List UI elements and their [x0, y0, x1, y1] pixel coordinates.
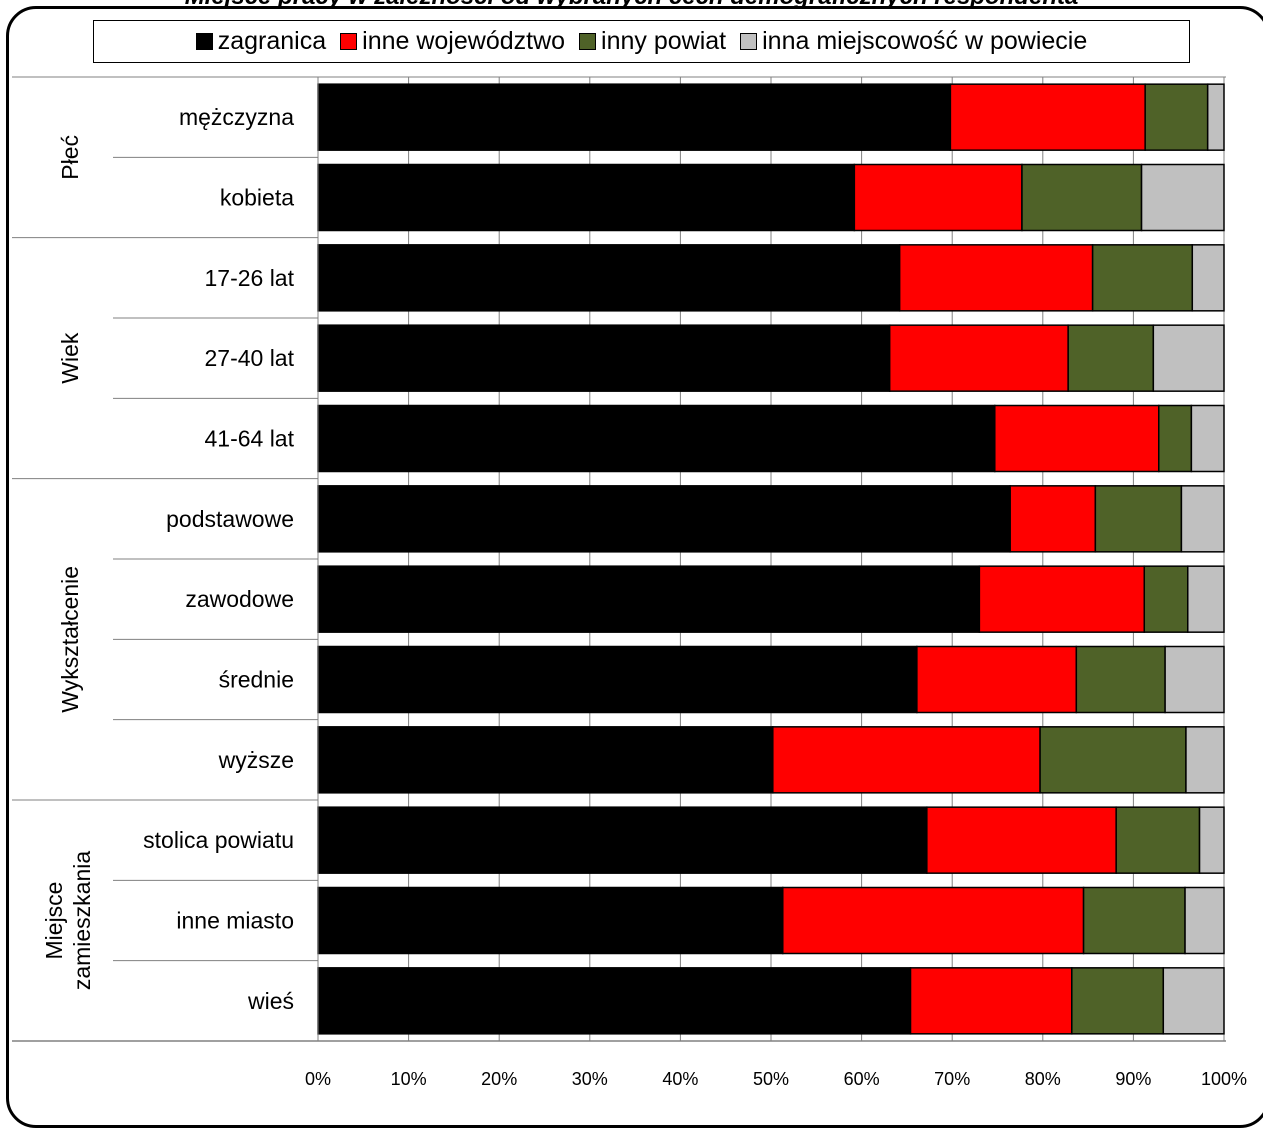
legend-label-inny-powiat: inny powiat: [601, 27, 727, 55]
x-tick-label: 100%: [1201, 1069, 1247, 1089]
bar-stolica-powiatu-zagranica: [317, 806, 928, 874]
bar-zawodowe-inny-powiat: [1143, 565, 1189, 633]
group-label-miejsce-zamieszkania: Miejscezamieszkania: [41, 851, 95, 991]
x-tick-label: 40%: [662, 1069, 698, 1089]
x-tick-label: 0%: [305, 1069, 331, 1089]
x-tick-label: 90%: [1115, 1069, 1151, 1089]
category-label-podstawowe: podstawowe: [166, 506, 294, 532]
bar-41-64-lat-zagranica: [317, 404, 996, 473]
legend-swatch-inna-miejscowosc: [740, 33, 758, 50]
x-tick-label: 80%: [1025, 1069, 1061, 1089]
bar-stolica-powiatu-inne-województwo: [926, 806, 1117, 874]
bar-wyższe-inne-województwo: [772, 726, 1041, 794]
category-label-zawodowe: zawodowe: [185, 586, 294, 612]
bar-inne-miasto-inne-województwo: [782, 886, 1085, 955]
bar-inne-miasto-inna-miejscowość-w-powiecie: [1184, 886, 1225, 955]
bar-inne-miasto-inny-powiat: [1082, 886, 1186, 955]
legend: zagranica inne województwo inny powiat i…: [93, 20, 1190, 63]
bar-podstawowe-inna-miejscowość-w-powiecie: [1180, 485, 1225, 553]
bar-27-40-lat-inne-województwo: [888, 324, 1069, 392]
bar-17-26-lat-inna-miejscowość-w-powiecie: [1191, 244, 1225, 312]
legend-swatch-inny-powiat: [579, 33, 597, 50]
category-label-41-64-lat: 41-64 lat: [204, 426, 294, 452]
legend-swatch-zagranica: [195, 33, 213, 50]
bar-27-40-lat-inny-powiat: [1067, 324, 1155, 392]
bar-41-64-lat-inna-miejscowość-w-powiecie: [1190, 404, 1225, 473]
x-tick-label: 70%: [934, 1069, 970, 1089]
bar-stolica-powiatu-inna-miejscowość-w-powiecie: [1198, 806, 1225, 874]
bar-podstawowe-zagranica: [317, 485, 1011, 553]
legend-label-zagranica: zagranica: [217, 27, 327, 55]
bar-41-64-lat-inne-województwo: [994, 404, 1160, 473]
bar-podstawowe-inne-województwo: [1009, 485, 1097, 553]
bar-średnie-inny-powiat: [1075, 645, 1166, 714]
legend-item-inna-miejscowosc: inna miejscowość w powiecie: [740, 27, 1087, 56]
bar-średnie-inna-miejscowość-w-powiecie: [1164, 645, 1225, 714]
legend-label-inna-miejscowosc: inna miejscowość w powiecie: [762, 27, 1088, 55]
category-label-wyższe: wyższe: [218, 747, 294, 773]
group-label-płeć: Płeć: [57, 135, 83, 180]
legend-item-inny-powiat: inny powiat: [579, 27, 726, 56]
bar-41-64-lat-inny-powiat: [1158, 404, 1193, 473]
bar-stolica-powiatu-inny-powiat: [1115, 806, 1201, 874]
category-label-wieś: wieś: [247, 988, 294, 1014]
bar-wieś-inna-miejscowość-w-powiecie: [1162, 967, 1225, 1035]
category-label-27-40-lat: 27-40 lat: [204, 345, 294, 371]
bar-wieś-inne-województwo: [909, 967, 1073, 1035]
x-tick-labels: 0% 10% 20% 30% 40% 50% 60% 70% 80% 90% 100%: [305, 1069, 1247, 1089]
bar-mężczyzna-inne-województwo: [949, 83, 1146, 151]
bar-17-26-lat-inne-województwo: [898, 244, 1094, 312]
category-label-średnie: średnie: [219, 667, 294, 693]
bar-średnie-zagranica: [317, 645, 918, 714]
legend-swatch-inne-wojewodztwo: [340, 33, 358, 50]
bar-mężczyzna-inna-miejscowość-w-powiecie: [1206, 83, 1225, 151]
bar-kobieta-inna-miejscowość-w-powiecie: [1140, 163, 1225, 232]
bar-mężczyzna-zagranica: [317, 83, 952, 151]
bar-27-40-lat-inna-miejscowość-w-powiecie: [1152, 324, 1225, 392]
bars: [317, 83, 1225, 1035]
legend-item-zagranica: zagranica: [195, 27, 327, 56]
category-label-kobieta: kobieta: [220, 185, 294, 211]
bar-zawodowe-zagranica: [317, 565, 981, 633]
bar-mężczyzna-inny-powiat: [1144, 83, 1209, 151]
bar-kobieta-inne-województwo: [853, 163, 1023, 232]
bar-17-26-lat-inny-powiat: [1091, 244, 1194, 312]
x-tick-label: 30%: [572, 1069, 608, 1089]
bar-średnie-inne-województwo: [916, 645, 1078, 714]
x-tick-label: 50%: [753, 1069, 789, 1089]
bar-wieś-zagranica: [317, 967, 912, 1035]
bar-zawodowe-inna-miejscowość-w-powiecie: [1187, 565, 1225, 633]
x-tick-label: 10%: [391, 1069, 427, 1089]
legend-label-inne-wojewodztwo: inne województwo: [362, 27, 566, 55]
bar-zawodowe-inne-województwo: [978, 565, 1146, 633]
bar-wyższe-inna-miejscowość-w-powiecie: [1185, 726, 1225, 794]
group-label-wiek: Wiek: [57, 332, 83, 384]
bar-kobieta-zagranica: [317, 163, 856, 232]
bar-inne-miasto-zagranica: [317, 886, 784, 955]
bar-27-40-lat-zagranica: [317, 324, 891, 392]
bar-wieś-inny-powiat: [1071, 967, 1165, 1035]
bar-podstawowe-inny-powiat: [1094, 485, 1183, 553]
category-labels: mężczyzna kobieta 17-26 lat 27-40 lat 41-64 …: [143, 104, 294, 1014]
bar-wyższe-inny-powiat: [1039, 726, 1187, 794]
category-label-mężczyzna: mężczyzna: [179, 104, 294, 130]
category-label-inne-miasto: inne miasto: [176, 908, 294, 934]
bar-kobieta-inny-powiat: [1021, 163, 1143, 232]
category-label-17-26-lat: 17-26 lat: [204, 265, 294, 291]
row-separators: [12, 156, 318, 962]
chart-title: Miejsce pracy w zależności od wybranych …: [0, 0, 1263, 8]
bar-17-26-lat-zagranica: [317, 244, 901, 312]
category-label-stolica-powiatu: stolica powiatu: [143, 827, 294, 853]
legend-item-inne-wojewodztwo: inne województwo: [340, 27, 565, 56]
x-tick-label: 60%: [844, 1069, 880, 1089]
bar-wyższe-zagranica: [317, 726, 774, 794]
group-label-wykształcenie: Wykształcenie: [57, 566, 83, 713]
x-tick-label: 20%: [481, 1069, 517, 1089]
